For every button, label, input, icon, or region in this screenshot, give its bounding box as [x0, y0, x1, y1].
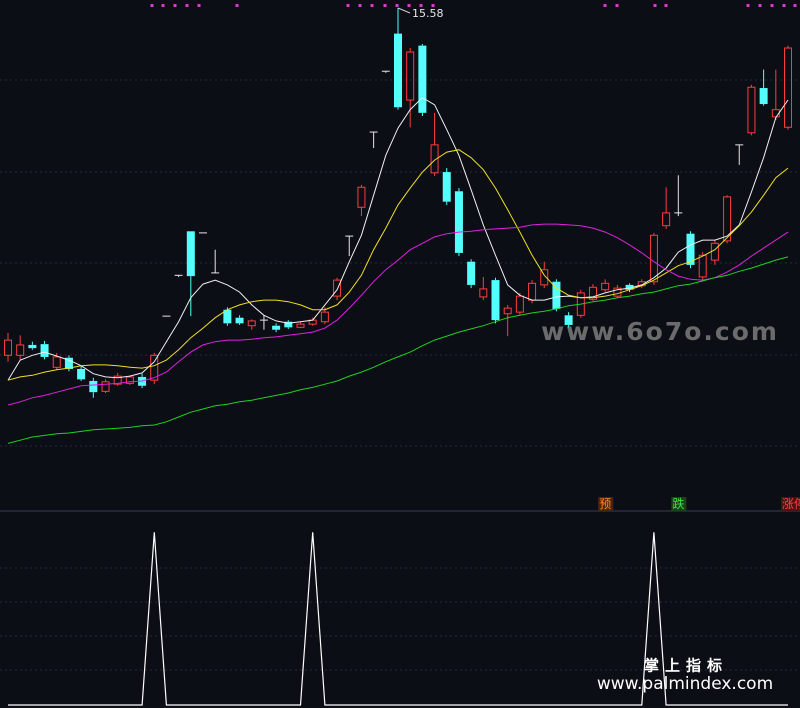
- candle-body: [540, 269, 549, 286]
- candle-body: [430, 144, 439, 174]
- candle-body: [686, 233, 695, 265]
- candle-body: [467, 261, 476, 285]
- candle-body: [52, 356, 61, 368]
- candle-body: [113, 375, 122, 385]
- candle-body: [589, 286, 597, 300]
- high-label: 15.58: [412, 7, 444, 20]
- candle-body: [698, 254, 707, 278]
- candle-body: [454, 191, 463, 253]
- candle-body: [418, 45, 427, 113]
- top-marker: [653, 4, 657, 7]
- candle-body: [491, 280, 500, 321]
- candle-body: [601, 282, 610, 291]
- candle-body: [28, 344, 37, 349]
- top-marker: [431, 4, 435, 7]
- top-marker: [346, 4, 350, 7]
- candle-body: [649, 234, 658, 283]
- candle-body: [759, 88, 768, 105]
- candle-body: [333, 279, 342, 297]
- candle-body: [662, 212, 671, 227]
- candle-body: [89, 380, 98, 393]
- candle-body: [723, 196, 732, 242]
- signal-badge: [781, 497, 800, 511]
- top-marker: [615, 4, 619, 7]
- candle-body: [101, 381, 110, 392]
- top-marker: [197, 4, 201, 7]
- signal-badge: [671, 497, 687, 511]
- watermark: www.palmindex.com: [597, 674, 773, 694]
- candle-body: [16, 344, 25, 356]
- candle-body: [479, 288, 488, 298]
- indicator-line: [8, 532, 788, 706]
- candle-body: [784, 47, 792, 128]
- top-marker: [407, 4, 411, 7]
- candle-body: [284, 321, 293, 328]
- candle-body: [247, 320, 256, 327]
- top-marker: [161, 4, 165, 7]
- top-marker: [173, 4, 177, 7]
- top-marker: [603, 4, 607, 7]
- ma-line: [7, 256, 789, 444]
- watermark: www.6o7o.com: [541, 317, 779, 346]
- candle-body: [406, 51, 415, 101]
- top-marker: [370, 4, 374, 7]
- signal-label: 预: [599, 497, 611, 511]
- top-marker: [746, 4, 750, 7]
- candle-body: [296, 323, 305, 328]
- candle-body: [503, 307, 512, 315]
- top-marker: [793, 4, 797, 7]
- candle-body: [223, 309, 232, 324]
- candle-body: [186, 231, 195, 277]
- candle-body: [235, 317, 244, 324]
- signal-badge: [598, 497, 614, 511]
- top-marker: [770, 4, 774, 7]
- top-marker: [235, 4, 239, 7]
- top-marker: [150, 4, 154, 7]
- candle-body: [150, 354, 159, 381]
- candle-body: [394, 33, 402, 108]
- top-marker: [782, 4, 786, 7]
- candle-body: [64, 357, 73, 369]
- candle-body: [564, 315, 573, 325]
- signal-label: 跌: [672, 496, 684, 511]
- top-marker: [758, 4, 762, 7]
- top-marker: [383, 4, 387, 7]
- candle-body: [552, 281, 561, 309]
- candle-body: [272, 325, 281, 330]
- ma-line: [7, 149, 789, 381]
- candle-body: [625, 284, 634, 290]
- ma-line: [7, 223, 789, 406]
- candle-body: [442, 172, 451, 202]
- watermark: 掌上指标: [644, 657, 728, 675]
- candle-body: [320, 311, 329, 323]
- candle-body: [125, 376, 134, 384]
- ma-line: [7, 96, 789, 381]
- top-marker: [358, 4, 362, 7]
- annotation-leader: [397, 7, 411, 14]
- top-marker: [395, 4, 399, 7]
- candle-body: [77, 368, 86, 380]
- signal-label: 涨停: [782, 496, 800, 511]
- candle-body: [40, 344, 49, 357]
- candle-body: [515, 295, 524, 313]
- top-marker: [185, 4, 189, 7]
- candle-body: [357, 186, 366, 208]
- top-marker: [664, 4, 668, 7]
- candle-body: [747, 86, 756, 134]
- candle-body: [4, 339, 12, 356]
- top-marker: [419, 4, 423, 7]
